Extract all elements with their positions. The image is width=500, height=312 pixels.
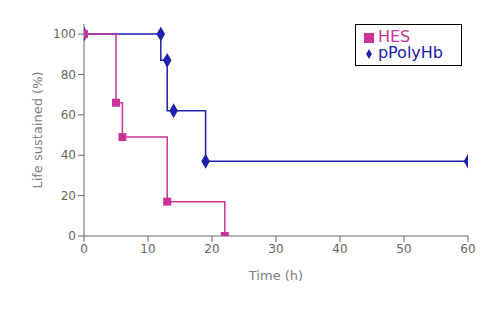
svg-text:40: 40: [332, 242, 347, 256]
svg-text:0: 0: [80, 242, 88, 256]
svg-text:40: 40: [61, 148, 76, 162]
svg-text:Life sustained (%): Life sustained (%): [30, 71, 45, 188]
svg-text:60: 60: [460, 242, 475, 256]
html-text:pPolyHb: pPolyHb: [377, 43, 443, 62]
svg-text:10: 10: [140, 242, 155, 256]
svg-text:Time (h): Time (h): [248, 268, 303, 283]
svg-text:50: 50: [396, 242, 411, 256]
svg-text:80: 80: [61, 68, 76, 82]
svg-text:0: 0: [68, 229, 76, 243]
svg-text:60: 60: [61, 108, 76, 122]
svg-text:20: 20: [61, 189, 76, 203]
svg-text:20: 20: [204, 242, 219, 256]
html-text:HES: HES: [377, 27, 411, 46]
svg-text:30: 30: [268, 242, 283, 256]
svg-text:100: 100: [53, 27, 76, 41]
